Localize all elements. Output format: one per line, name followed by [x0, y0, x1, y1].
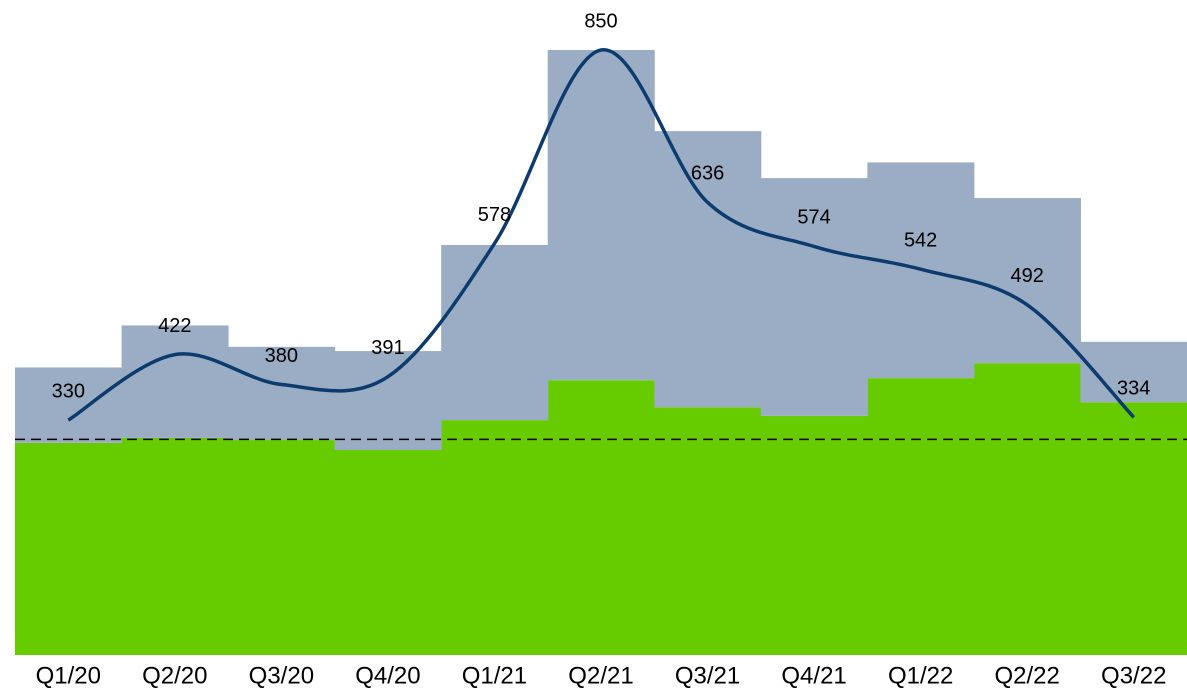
bar: [654, 131, 762, 408]
bar: [867, 378, 975, 655]
data-label: 578: [478, 204, 511, 226]
x-tick-label: Q4/20: [355, 662, 420, 689]
bar: [441, 420, 549, 655]
x-tick-label: Q3/21: [675, 662, 740, 689]
x-tick-label: Q1/21: [462, 662, 527, 689]
data-label: 542: [904, 230, 937, 252]
x-tick-label: Q1/22: [888, 662, 953, 689]
data-label: 492: [1010, 265, 1043, 287]
data-label: 380: [265, 345, 298, 367]
data-label: 334: [1117, 378, 1150, 400]
data-label: 850: [584, 10, 617, 32]
line: [67, 48, 1136, 422]
bar: [654, 407, 762, 655]
bar: [973, 363, 1081, 655]
bar: [547, 380, 655, 655]
bar: [228, 346, 336, 441]
bar: [547, 50, 655, 381]
bar: [121, 437, 229, 655]
x-tick-label: Q4/21: [781, 662, 846, 689]
bar: [760, 178, 868, 416]
bar: [1080, 341, 1187, 403]
bar: [760, 415, 868, 655]
bar: [1080, 402, 1187, 655]
bar: [334, 351, 442, 451]
data-label: 636: [691, 163, 724, 185]
bar: [441, 245, 549, 421]
data-label: 391: [371, 337, 404, 359]
bar: [15, 442, 123, 655]
x-tick-label: Q2/21: [568, 662, 633, 689]
data-label: 574: [797, 207, 830, 229]
x-tick-label: Q1/20: [36, 662, 101, 689]
bar: [228, 440, 336, 655]
x-tick-label: Q2/20: [142, 662, 207, 689]
x-tick-label: Q2/22: [994, 662, 1059, 689]
data-label: 422: [158, 315, 191, 337]
bar: [15, 367, 123, 443]
x-tick-label: Q3/20: [249, 662, 314, 689]
bar: [121, 325, 229, 438]
bar: [334, 450, 442, 655]
x-tick-label: Q3/22: [1101, 662, 1166, 689]
data-label: 330: [52, 380, 85, 402]
